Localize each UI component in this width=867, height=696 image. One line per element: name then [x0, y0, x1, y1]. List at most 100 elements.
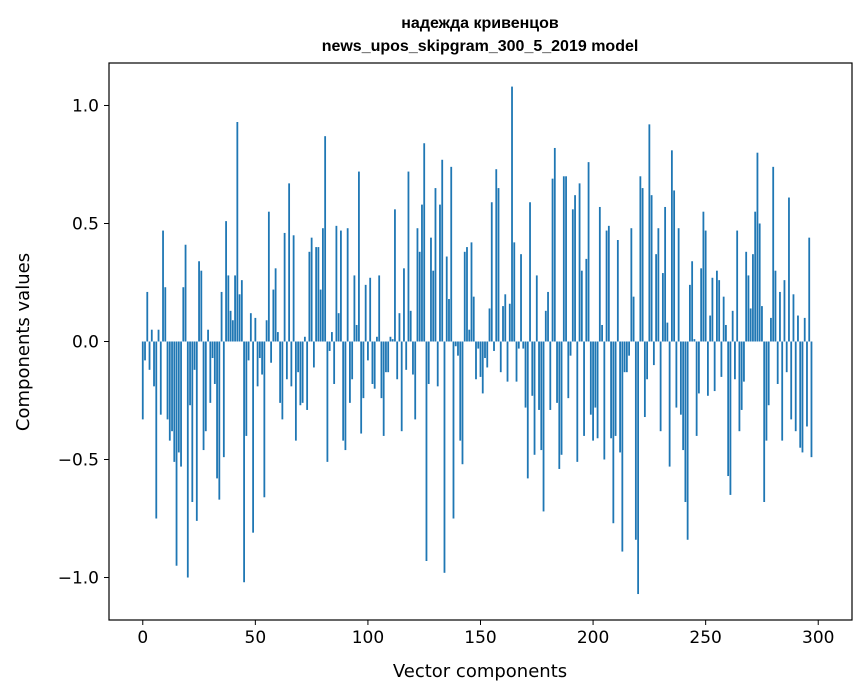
- chart-title-line-2: news_upos_skipgram_300_5_2019 model: [322, 38, 639, 55]
- bar-111: [391, 339, 394, 342]
- bar-251: [707, 341, 709, 396]
- bar-281: [774, 270, 777, 342]
- bar-41: [234, 275, 236, 342]
- x-tick-label: 100: [352, 628, 384, 648]
- bar-269: [747, 275, 750, 342]
- bar-197: [585, 258, 588, 342]
- bar-240: [682, 341, 685, 451]
- bar-66: [290, 341, 293, 387]
- bar-53: [261, 341, 263, 375]
- bar-23: [193, 341, 196, 370]
- bar-71: [301, 341, 304, 403]
- bar-103: [373, 341, 376, 389]
- bar-145: [468, 329, 471, 342]
- bar-234: [668, 341, 671, 467]
- bar-117: [405, 341, 408, 370]
- bar-118: [407, 171, 410, 342]
- bar-45: [243, 341, 245, 583]
- bar-295: [806, 341, 808, 427]
- bar-244: [691, 261, 694, 342]
- bar-124: [421, 204, 423, 342]
- bar-39: [229, 310, 232, 342]
- bar-99: [364, 284, 367, 342]
- bar-223: [643, 341, 646, 418]
- bar-219: [634, 341, 637, 540]
- bar-51: [256, 341, 259, 387]
- bar-17: [180, 341, 182, 467]
- bar-166: [515, 341, 518, 382]
- bar-12: [168, 341, 171, 441]
- bar-134: [443, 341, 446, 573]
- bar-84: [331, 332, 333, 342]
- bar-159: [499, 341, 502, 373]
- bar-170: [524, 341, 527, 408]
- bar-133: [441, 159, 444, 342]
- bar-169: [522, 341, 525, 349]
- x-tick-label: 200: [577, 628, 609, 648]
- bar-156: [493, 341, 495, 351]
- bar-116: [403, 268, 405, 342]
- bar-191: [571, 209, 574, 342]
- bar-274: [758, 223, 761, 342]
- bar-40: [231, 320, 234, 342]
- bar-216: [628, 341, 630, 356]
- bar-209: [612, 341, 615, 524]
- bar-6: [155, 341, 158, 519]
- bar-183: [553, 147, 556, 342]
- bar-1: [144, 341, 146, 361]
- bar-136: [448, 299, 450, 342]
- bar-107: [382, 341, 385, 436]
- bar-91: [346, 228, 349, 342]
- bar-172: [529, 202, 531, 342]
- bar-211: [616, 240, 619, 342]
- bar-144: [466, 247, 468, 342]
- bar-130: [434, 188, 437, 342]
- bar-268: [745, 251, 748, 342]
- bar-163: [508, 303, 511, 342]
- bar-262: [731, 310, 734, 342]
- bar-181: [549, 341, 552, 410]
- bar-157: [495, 169, 498, 342]
- bar-110: [389, 336, 392, 342]
- bar-58: [272, 289, 275, 342]
- bar-140: [457, 341, 459, 356]
- x-tick-label: 300: [802, 628, 834, 648]
- y-tick-label: 0.5: [72, 214, 99, 234]
- bar-261: [729, 341, 732, 495]
- bar-168: [520, 254, 522, 342]
- bar-212: [619, 341, 621, 453]
- bar-284: [781, 341, 784, 441]
- bar-68: [294, 341, 297, 441]
- bar-47: [247, 341, 250, 361]
- bar-4: [150, 329, 153, 342]
- bar-54: [263, 341, 266, 498]
- bar-250: [704, 230, 707, 342]
- bar-57: [270, 341, 273, 363]
- bar-88: [340, 230, 342, 342]
- bar-185: [558, 341, 561, 469]
- bar-152: [484, 341, 486, 359]
- bar-179: [544, 310, 547, 342]
- bar-24: [195, 341, 198, 521]
- bar-290: [794, 341, 797, 432]
- bar-162: [506, 341, 509, 382]
- bar-254: [713, 341, 716, 392]
- bar-229: [657, 228, 660, 342]
- bar-143: [463, 251, 466, 342]
- bar-149: [477, 341, 480, 349]
- bar-296: [808, 237, 811, 342]
- bar-79: [319, 289, 322, 342]
- bar-267: [743, 341, 745, 382]
- bar-210: [614, 341, 617, 436]
- bar-33: [216, 341, 218, 479]
- bar-5: [153, 341, 155, 387]
- bar-175: [535, 275, 538, 342]
- bar-2: [146, 291, 149, 342]
- bar-97: [360, 341, 363, 434]
- bar-85: [333, 341, 336, 384]
- bar-180: [547, 291, 549, 342]
- bar-119: [409, 310, 412, 342]
- bar-21: [189, 341, 191, 406]
- bar-93: [351, 341, 354, 380]
- bar-38: [227, 275, 230, 342]
